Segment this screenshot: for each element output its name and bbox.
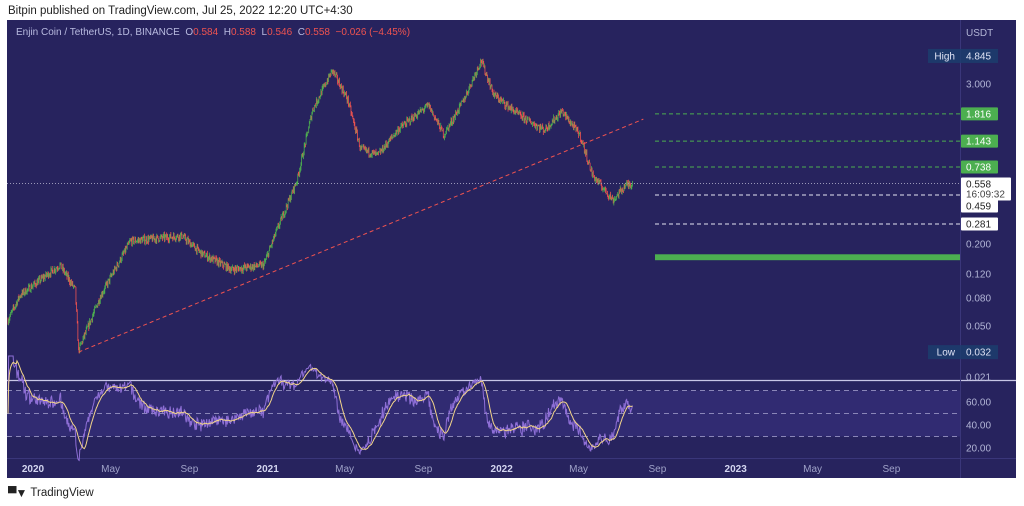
symbol-legend: Enjin Coin / TetherUS, 1D, BINANCE O0.58… [16, 27, 410, 38]
rsi-tick: 40.00 [966, 421, 991, 432]
level-tag-green [961, 160, 998, 174]
low-label: L [261, 27, 268, 38]
time-tick: 2023 [725, 464, 748, 475]
tv-logo-icon: ▀▼ [8, 486, 27, 500]
brand-name: TradingView [30, 487, 94, 499]
open-value: 0.584 [193, 27, 219, 38]
price-tick: 0.200 [966, 240, 991, 251]
level-tag-green [961, 134, 998, 148]
level-label: 1.143 [966, 137, 991, 148]
time-tick: May [569, 464, 588, 475]
support-zone [655, 254, 960, 261]
hl-tag-bg [928, 48, 998, 63]
rsi-tick: 60.00 [966, 398, 991, 409]
tradingview-logo[interactable]: ▀▼ TradingView [8, 486, 94, 500]
bar-countdown: 16:09:32 [966, 189, 1005, 200]
level-label: 1.816 [966, 109, 991, 120]
price-tick: 0.050 [966, 321, 991, 332]
last-price-tag [961, 177, 1011, 201]
trendline [78, 118, 644, 353]
hl-value: 0.032 [966, 348, 991, 359]
level-tag-white [961, 199, 998, 213]
time-tick: 2021 [257, 464, 280, 475]
level-label: 0.281 [966, 219, 991, 230]
level-label: 0.459 [966, 201, 991, 212]
time-tick: Sep [883, 464, 901, 475]
level-label: 0.738 [966, 162, 991, 173]
symbol-name: Enjin Coin / TetherUS, 1D, BINANCE [16, 27, 180, 38]
candles [7, 58, 633, 354]
time-tick: May [335, 464, 354, 475]
low-value: 0.546 [267, 27, 293, 38]
price-tick: 0.080 [966, 294, 991, 305]
price-tick: 3.000 [966, 80, 991, 91]
hl-label: High [934, 51, 955, 62]
price-tick: 0.120 [966, 270, 991, 281]
currency-label: USDT [966, 28, 993, 39]
time-tick: May [101, 464, 120, 475]
hl-label: Low [937, 348, 956, 359]
time-tick: 2022 [491, 464, 514, 475]
hl-value: 4.845 [966, 51, 991, 62]
price-tick: 0.021 [966, 372, 991, 383]
hl-tag-bg [928, 345, 998, 360]
rsi-ma-line [7, 359, 633, 450]
time-tick: Sep [181, 464, 199, 475]
time-tick: 2020 [22, 464, 45, 475]
close-value: 0.558 [304, 27, 330, 38]
high-label: H [223, 27, 231, 38]
rsi-tick: 20.00 [966, 444, 991, 455]
level-tag-white [961, 217, 998, 231]
time-tick: May [803, 464, 822, 475]
time-tick: Sep [649, 464, 667, 475]
level-tag-green [961, 107, 998, 121]
time-tick: Sep [415, 464, 433, 475]
open-label: O [185, 27, 194, 38]
high-value: 0.588 [230, 27, 256, 38]
last-price-value: 0.558 [966, 179, 991, 190]
change-value: −0.026 (−4.45%) [335, 27, 411, 38]
published-caption: Bitpin published on TradingView.com, Jul… [8, 5, 353, 17]
close-label: C [297, 27, 305, 38]
